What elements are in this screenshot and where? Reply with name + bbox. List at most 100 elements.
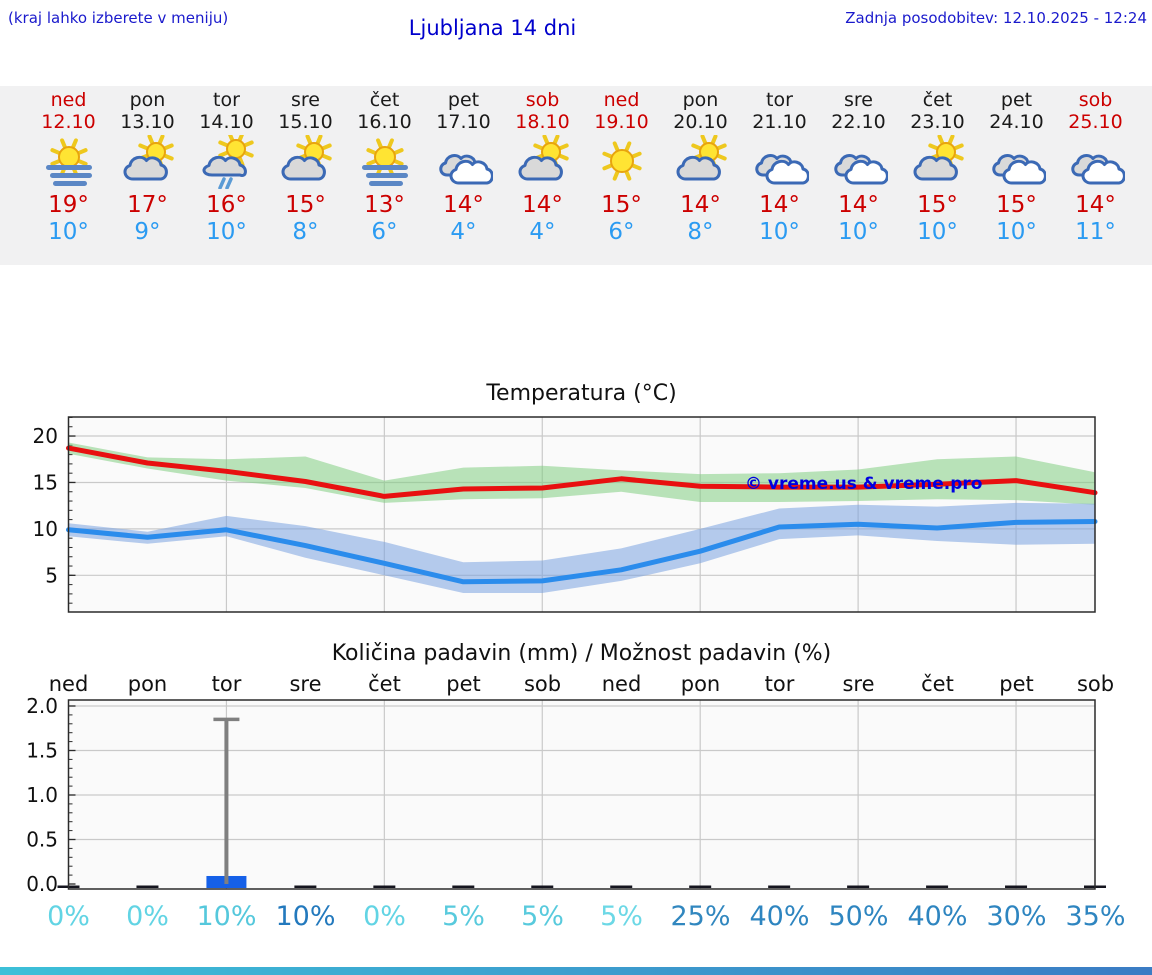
precipitation-probability-row: 0% 0% 10% 10% 0% 5% 5% 5% 25% 40% 50% 40% 30% 35% (29, 901, 1135, 932)
forecast-day-column[interactable]: sre 15.10 15° 8° (266, 90, 345, 246)
temp-ytick-label: 10 (33, 517, 58, 541)
forecast-day-column[interactable]: čet 16.10 13° 6° (345, 90, 424, 246)
sun-cloud-icon (672, 135, 730, 189)
high-temp: 14° (443, 192, 484, 218)
low-temp: 6° (608, 219, 635, 245)
day-date: 24.10 (989, 111, 1044, 133)
precip-probability-label: 5% (600, 901, 643, 932)
low-temp: 6° (371, 219, 398, 245)
day-name: sre (844, 89, 873, 111)
precip-day-label: sre (289, 672, 322, 696)
high-temp: 15° (285, 192, 326, 218)
forecast-day-column[interactable]: sob 25.10 14° 11° (1056, 90, 1135, 246)
forecast-day-column[interactable]: sre 22.10 14° 10° (819, 90, 898, 246)
low-temp: 11° (1075, 219, 1116, 245)
low-temp: 10° (48, 219, 89, 245)
precip-trace-mark (610, 885, 633, 888)
high-temp: 15° (996, 192, 1037, 218)
precip-ytick-label: 1.0 (26, 783, 58, 807)
day-name: sob (525, 89, 560, 111)
day-name: ned (50, 89, 87, 111)
day-date: 16.10 (357, 111, 412, 133)
low-temp: 10° (759, 219, 800, 245)
precip-trace-mark (531, 885, 554, 888)
forecast-day-column[interactable]: tor 21.10 14° 10° (740, 90, 819, 246)
clouds-icon (751, 135, 809, 189)
clouds-icon (988, 135, 1046, 189)
sun-fog-icon (40, 135, 98, 189)
forecast-band (0, 86, 1152, 265)
precip-probability-label: 5% (521, 901, 564, 932)
precip-day-label: ned (48, 672, 89, 696)
day-date: 19.10 (594, 111, 649, 133)
high-temp: 19° (48, 192, 89, 218)
clouds-icon (830, 135, 888, 189)
day-name: ned (603, 89, 640, 111)
high-temp: 17° (127, 192, 168, 218)
forecast-day-column[interactable]: ned 12.10 19° 10° (29, 90, 108, 246)
day-date: 20.10 (673, 111, 728, 133)
temp-ytick-label: 5 (45, 563, 58, 587)
forecast-day-column[interactable]: pet 24.10 15° 10° (977, 90, 1056, 246)
sun-cloud-icon (277, 135, 335, 189)
low-temp: 9° (134, 219, 161, 245)
forecast-day-column[interactable]: tor 14.10 16° 10° (187, 90, 266, 246)
bottom-divider-bar (0, 967, 1152, 975)
precip-probability-label: 0% (126, 901, 169, 932)
precip-trace-mark (768, 885, 791, 888)
precipitation-chart-title: Količina padavin (mm) / Možnost padavin … (331, 641, 832, 666)
precip-ytick-label: 0.0 (26, 872, 58, 896)
day-name: čet (369, 89, 400, 111)
precip-day-label: čet (921, 672, 954, 696)
precip-trace-mark (1005, 885, 1028, 888)
sun-cloud-icon (119, 135, 177, 189)
precip-probability-label: 0% (47, 901, 90, 932)
page-title: Ljubljana 14 dni (408, 16, 577, 40)
day-date: 14.10 (199, 111, 254, 133)
precip-trace-mark (847, 885, 870, 888)
precip-day-label: pet (446, 672, 481, 696)
precip-day-label: sre (842, 672, 875, 696)
high-temp: 15° (601, 192, 642, 218)
forecast-day-column[interactable]: ned 19.10 15° 6° (582, 90, 661, 246)
precip-day-label: tor (764, 672, 795, 696)
precip-probability-label: 35% (1065, 901, 1126, 932)
forecast-day-column[interactable]: pon 13.10 17° 9° (108, 90, 187, 246)
forecast-day-column[interactable]: sob 18.10 14° 4° (503, 90, 582, 246)
precipitation-chart: 2.0 1.5 1.0 0.5 0.0 (26, 694, 1106, 896)
forecast-day-column[interactable]: pon 20.10 14° 8° (661, 90, 740, 246)
high-temp: 14° (522, 192, 563, 218)
precip-day-label: ned (601, 672, 642, 696)
low-temp: 4° (450, 219, 477, 245)
high-temp: 16° (206, 192, 247, 218)
precipitation-day-labels: ned pon tor sre čet pet sob ned pon tor sre čet pet s… (29, 672, 1135, 696)
low-temp: 10° (838, 219, 879, 245)
high-temp: 14° (1075, 192, 1116, 218)
precip-day-label: pet (999, 672, 1034, 696)
precip-probability-label: 5% (442, 901, 485, 932)
day-name: pon (682, 89, 719, 111)
day-name: pet (1000, 89, 1033, 111)
day-date: 25.10 (1068, 111, 1123, 133)
forecast-day-column[interactable]: pet 17.10 14° 4° (424, 90, 503, 246)
precip-probability-label: 0% (363, 901, 406, 932)
precip-probability-label: 25% (670, 901, 731, 932)
precip-probability-label: 30% (986, 901, 1047, 932)
day-name: sob (1078, 89, 1113, 111)
day-date: 23.10 (910, 111, 965, 133)
precip-day-label: sob (523, 672, 562, 696)
sun-cloud-icon (909, 135, 967, 189)
forecast-day-column[interactable]: čet 23.10 15° 10° (898, 90, 977, 246)
temperature-chart: 20 15 10 5 © vreme.us & vreme.pro (33, 416, 1098, 613)
high-temp: 15° (917, 192, 958, 218)
watermark-link[interactable]: © vreme.us & vreme.pro (745, 474, 982, 494)
precip-trace-mark (294, 885, 317, 888)
precip-trace-mark (926, 885, 949, 888)
sun-cloud-icon (514, 135, 572, 189)
temperature-chart-title: Temperatura (°C) (486, 381, 677, 406)
clouds-icon (435, 135, 493, 189)
precip-day-label: pon (127, 672, 168, 696)
location-menu-note[interactable]: (kraj lahko izberete v meniju) (8, 9, 229, 27)
low-temp: 10° (917, 219, 958, 245)
precip-day-label: pon (680, 672, 721, 696)
